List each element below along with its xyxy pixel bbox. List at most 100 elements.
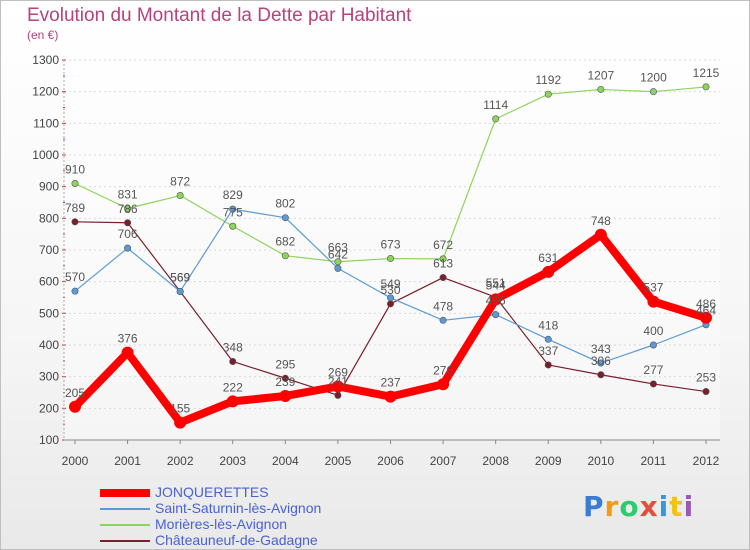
data-point — [229, 357, 237, 365]
data-label: 237 — [380, 376, 400, 390]
data-point — [71, 287, 79, 295]
data-label: 1207 — [587, 68, 614, 82]
data-label: 613 — [433, 257, 453, 271]
x-tick-label: 2007 — [430, 454, 457, 468]
y-tick-label: 1100 — [33, 116, 59, 130]
data-label: 872 — [170, 175, 190, 189]
data-label: 496 — [486, 294, 506, 308]
x-tick-label: 2008 — [482, 454, 509, 468]
data-label: 1215 — [693, 66, 720, 80]
data-point — [281, 252, 289, 260]
logo-letter: i — [683, 490, 695, 523]
y-tick-label: 500 — [39, 306, 59, 320]
legend-item: Morières-lès-Avignon — [100, 516, 420, 532]
data-label: 418 — [538, 318, 558, 332]
legend-swatch — [100, 540, 150, 542]
data-label: 802 — [275, 197, 295, 211]
y-tick-label: 800 — [39, 211, 59, 225]
chart-subtitle: (en €) — [27, 28, 59, 42]
data-point — [121, 346, 134, 359]
x-tick-label: 2006 — [377, 454, 404, 468]
data-point — [226, 395, 239, 408]
data-point — [649, 88, 657, 96]
data-point — [334, 391, 342, 399]
data-point — [544, 90, 552, 98]
data-label: 829 — [223, 188, 243, 202]
data-point — [71, 218, 79, 226]
y-tick-label: 400 — [39, 338, 59, 352]
data-point — [331, 380, 344, 393]
data-label: 551 — [486, 276, 506, 290]
data-label: 478 — [433, 299, 453, 313]
data-label: 337 — [538, 344, 558, 358]
x-tick-label: 2001 — [114, 454, 141, 468]
legend-label: Saint-Saturnin-lès-Avignon — [155, 500, 322, 516]
legend-swatch — [100, 524, 150, 526]
x-tick-label: 2002 — [167, 454, 194, 468]
data-label: 253 — [696, 371, 716, 385]
x-tick-label: 2009 — [535, 454, 562, 468]
data-point — [542, 265, 555, 278]
y-tick-label: 1200 — [32, 85, 59, 99]
y-tick-label: 300 — [39, 370, 59, 384]
data-label: 343 — [591, 342, 611, 356]
data-label: 910 — [65, 163, 85, 177]
data-point — [176, 287, 184, 295]
legend-label: Morières-lès-Avignon — [155, 516, 288, 532]
data-point — [281, 214, 289, 222]
data-point — [702, 83, 710, 91]
legend-label: JONQUERETTES — [155, 484, 269, 500]
data-point — [702, 388, 710, 396]
data-point — [69, 400, 81, 413]
logo-letter: r — [604, 490, 620, 523]
data-label: 537 — [643, 281, 663, 295]
data-point — [439, 255, 447, 263]
legend-label: Châteauneuf-de-Gadagne — [155, 532, 318, 548]
data-point — [597, 371, 605, 379]
data-label: 789 — [65, 201, 85, 215]
y-tick-label: 200 — [39, 401, 59, 415]
data-label: 549 — [380, 277, 400, 291]
legend-swatch — [100, 508, 150, 510]
data-point — [489, 293, 502, 306]
data-point — [544, 361, 552, 369]
data-label: 276 — [433, 363, 453, 377]
data-point — [334, 264, 342, 272]
x-tick-label: 2012 — [693, 454, 720, 468]
data-label: 241 — [328, 374, 348, 388]
data-label: 486 — [696, 297, 716, 311]
data-point — [71, 180, 79, 188]
data-point — [386, 300, 394, 308]
data-point — [281, 374, 289, 382]
data-label: 376 — [118, 332, 138, 346]
data-point — [492, 311, 500, 319]
data-label: 530 — [380, 283, 400, 297]
logo-letter: P — [583, 490, 605, 523]
x-tick-label: 2000 — [62, 454, 89, 468]
data-label: 786 — [118, 202, 138, 216]
data-point — [647, 295, 660, 308]
x-tick-label: 2003 — [219, 454, 246, 468]
x-tick-label: 2011 — [641, 454, 667, 468]
data-label: 631 — [538, 251, 558, 265]
data-point — [229, 222, 237, 230]
data-point — [649, 380, 657, 388]
data-point — [437, 378, 450, 391]
data-label: 1114 — [483, 98, 508, 112]
y-tick-label: 700 — [39, 243, 59, 257]
data-point — [229, 205, 237, 213]
data-label: 205 — [65, 386, 85, 400]
data-point — [544, 335, 552, 343]
data-label: 239 — [275, 375, 295, 389]
data-point — [439, 274, 447, 282]
data-label: 222 — [223, 380, 243, 394]
data-label: 673 — [380, 238, 400, 252]
y-tick-label: 100 — [39, 433, 59, 447]
data-point — [386, 294, 394, 302]
data-label: 569 — [170, 270, 190, 284]
chart-title: Evolution du Montant de la Dette par Hab… — [27, 5, 412, 26]
data-point — [700, 311, 712, 324]
data-label: 706 — [118, 227, 138, 241]
y-tick-label: 900 — [39, 180, 59, 194]
data-point — [594, 228, 607, 241]
